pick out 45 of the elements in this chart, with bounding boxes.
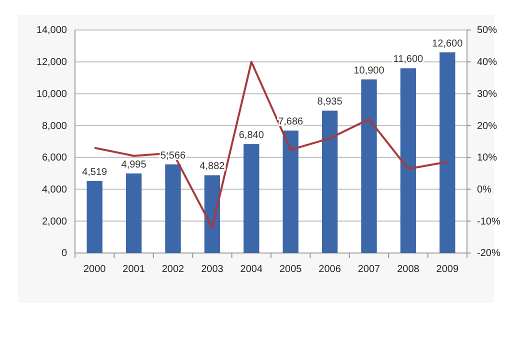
bar <box>400 68 416 253</box>
bar <box>204 175 220 253</box>
x-tick-label: 2008 <box>397 264 420 276</box>
bar <box>282 130 298 253</box>
bar <box>126 173 142 253</box>
x-tick-label: 2002 <box>162 264 185 276</box>
y2-tick-label: 0% <box>477 184 492 196</box>
x-tick-label: 2001 <box>122 264 146 276</box>
x-tick-label: 2009 <box>436 264 459 276</box>
y-tick-label: 0 <box>61 248 68 260</box>
x-tick-label: 2003 <box>201 264 224 276</box>
data-label: 12,600 <box>432 38 464 50</box>
x-tick-label: 2007 <box>358 264 381 276</box>
y2-tick-label: 50% <box>477 25 498 36</box>
y-tick-label: 8,000 <box>42 120 68 132</box>
data-label: 6,840 <box>238 130 264 142</box>
data-label: 4,882 <box>200 161 226 172</box>
y2-tick-label: 30% <box>477 88 498 100</box>
data-label: 10,900 <box>354 65 385 76</box>
y2-tick-label: -10% <box>477 216 500 228</box>
bar <box>440 52 456 253</box>
bar <box>244 144 260 253</box>
data-label: 4,995 <box>121 159 147 170</box>
y-tick-label: 10,000 <box>36 88 68 100</box>
data-label: 7,686 <box>278 116 304 128</box>
bar <box>361 79 377 253</box>
data-label: 4,519 <box>82 167 108 178</box>
y-tick-label: 6,000 <box>42 152 68 164</box>
y2-tick-label: 10% <box>477 152 498 164</box>
x-tick-label: 2004 <box>240 264 263 276</box>
y2-tick-label: -20% <box>477 248 500 260</box>
y-tick-label: 12,000 <box>36 57 68 68</box>
bar <box>165 164 181 253</box>
data-label: 11,600 <box>393 54 424 66</box>
y-tick-label: 14,000 <box>36 25 68 36</box>
y-tick-label: 2,000 <box>42 216 68 228</box>
bar <box>86 181 102 253</box>
bar <box>322 110 338 253</box>
y2-tick-label: 20% <box>477 120 498 132</box>
x-tick-label: 2006 <box>318 264 342 276</box>
x-tick-label: 2005 <box>279 264 302 276</box>
y2-tick-label: 40% <box>477 57 498 68</box>
y-tick-label: 4,000 <box>42 184 68 196</box>
data-label: 8,935 <box>317 96 343 108</box>
x-tick-label: 2000 <box>83 264 106 276</box>
